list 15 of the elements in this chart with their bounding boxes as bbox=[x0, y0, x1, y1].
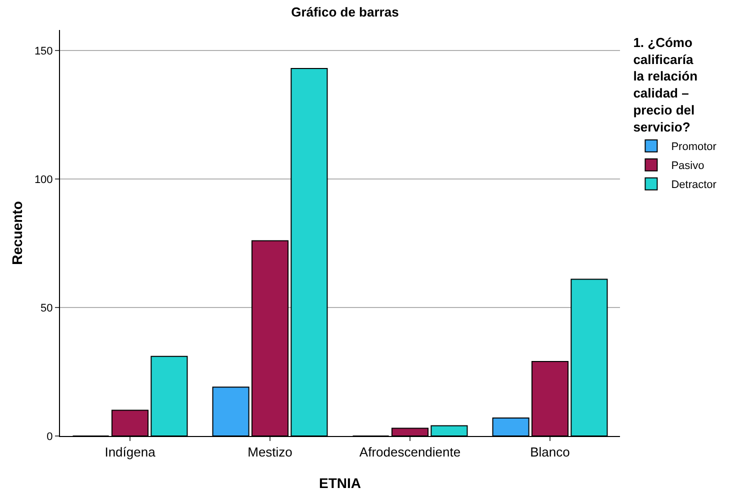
x-tick-label: Blanco bbox=[530, 444, 570, 460]
x-tick-label: Indígena bbox=[104, 444, 156, 460]
y-tick-label: 100 bbox=[34, 174, 53, 186]
x-tick-label: Mestizo bbox=[248, 444, 292, 460]
x-tick-label: Afrodescendiente bbox=[359, 444, 461, 460]
legend-title: 1. ¿Cómo calificaría la relación calidad – precio del servicio? bbox=[633, 34, 698, 134]
y-tick-label: 150 bbox=[34, 45, 53, 58]
x-axis-title: ETNIA bbox=[319, 475, 361, 491]
chart-title: Gráfico de barras bbox=[291, 4, 399, 20]
y-tick-label: 0 bbox=[46, 430, 53, 443]
legend-label: Promotor bbox=[671, 141, 717, 154]
legend-label: Detractor bbox=[671, 179, 717, 192]
legend-label: Pasivo bbox=[671, 160, 704, 172]
y-tick-label: 50 bbox=[40, 302, 53, 314]
y-axis-title: Recuento bbox=[9, 201, 25, 265]
